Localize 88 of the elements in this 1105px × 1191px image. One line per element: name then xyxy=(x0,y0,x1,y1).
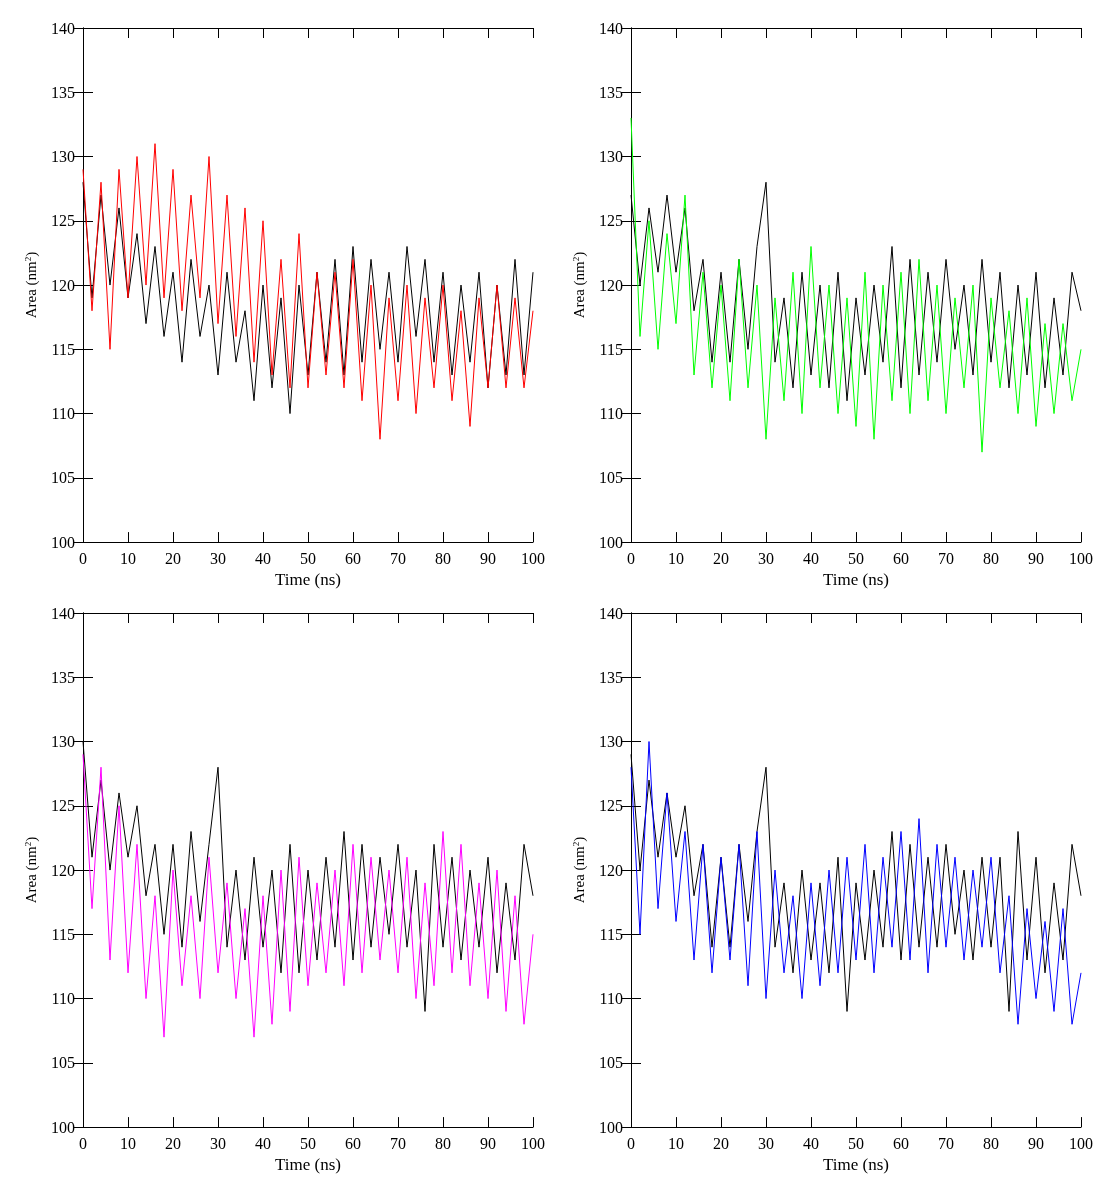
x-tick-label: 80 xyxy=(983,549,999,567)
y-tick-label: 130 xyxy=(599,733,623,751)
x-axis-title: Time (ns) xyxy=(275,570,341,589)
x-tick-label: 50 xyxy=(848,549,864,567)
y-tick-label: 105 xyxy=(51,469,75,487)
x-tick-label: 10 xyxy=(668,1134,684,1152)
x-tick-label: 40 xyxy=(803,1134,819,1152)
x-tick-label: 60 xyxy=(893,1134,909,1152)
y-tick-label: 125 xyxy=(599,212,623,230)
y-tick-label: 135 xyxy=(599,668,623,686)
y-tick-label: 105 xyxy=(599,469,623,487)
y-axis-title: Area (nm2) xyxy=(570,251,588,319)
y-axis-title: Area (nm2) xyxy=(22,251,40,319)
y-tick-label: 110 xyxy=(599,990,623,1008)
x-tick-label: 90 xyxy=(1028,1134,1044,1152)
x-axis-title: Time (ns) xyxy=(275,1155,341,1174)
y-tick-label: 110 xyxy=(599,405,623,423)
x-tick-label: 100 xyxy=(1069,549,1093,567)
x-tick-label: 50 xyxy=(300,1134,316,1152)
y-tick-label: 115 xyxy=(51,925,75,943)
y-tick-label: 140 xyxy=(599,604,623,622)
y-tick-label: 120 xyxy=(599,276,623,294)
x-tick-label: 100 xyxy=(521,549,545,567)
x-tick-label: 70 xyxy=(938,1134,954,1152)
x-tick-label: 90 xyxy=(1028,549,1044,567)
x-tick-label: 40 xyxy=(255,549,271,567)
x-tick-label: 50 xyxy=(848,1134,864,1152)
x-tick-label: 60 xyxy=(345,549,361,567)
y-tick-label: 115 xyxy=(599,925,623,943)
x-tick-label: 0 xyxy=(627,1134,635,1152)
y-tick-label: 130 xyxy=(51,148,75,166)
x-tick-label: 60 xyxy=(893,549,909,567)
y-tick-label: 120 xyxy=(599,861,623,879)
y-tick-label: 110 xyxy=(51,405,75,423)
x-tick-label: 10 xyxy=(120,1134,136,1152)
y-tick-label: 135 xyxy=(51,668,75,686)
x-tick-label: 10 xyxy=(120,549,136,567)
x-tick-label: 20 xyxy=(713,549,729,567)
y-tick-label: 130 xyxy=(599,148,623,166)
x-tick-label: 70 xyxy=(390,549,406,567)
x-tick-label: 100 xyxy=(521,1134,545,1152)
x-axis-title: Time (ns) xyxy=(823,570,889,589)
x-tick-label: 90 xyxy=(480,1134,496,1152)
x-tick-label: 60 xyxy=(345,1134,361,1152)
y-tick-label: 115 xyxy=(599,340,623,358)
x-tick-label: 0 xyxy=(627,549,635,567)
x-tick-label: 100 xyxy=(1069,1134,1093,1152)
x-tick-label: 30 xyxy=(210,1134,226,1152)
y-tick-label: 140 xyxy=(51,604,75,622)
y-tick-label: 135 xyxy=(51,83,75,101)
y-tick-label: 100 xyxy=(51,533,75,551)
x-tick-label: 50 xyxy=(300,549,316,567)
y-tick-label: 110 xyxy=(51,990,75,1008)
x-tick-label: 70 xyxy=(390,1134,406,1152)
y-tick-label: 125 xyxy=(51,212,75,230)
x-tick-label: 40 xyxy=(803,549,819,567)
x-tick-label: 20 xyxy=(165,1134,181,1152)
x-tick-label: 70 xyxy=(938,549,954,567)
y-tick-label: 125 xyxy=(599,797,623,815)
y-axis-title: Area (nm2) xyxy=(22,836,40,904)
y-tick-label: 100 xyxy=(599,533,623,551)
x-tick-label: 30 xyxy=(758,549,774,567)
x-tick-label: 20 xyxy=(713,1134,729,1152)
x-tick-label: 40 xyxy=(255,1134,271,1152)
y-tick-label: 135 xyxy=(599,83,623,101)
y-tick-label: 100 xyxy=(51,1118,75,1136)
y-tick-label: 100 xyxy=(599,1118,623,1136)
y-tick-label: 105 xyxy=(599,1054,623,1072)
y-tick-label: 120 xyxy=(51,276,75,294)
x-tick-label: 80 xyxy=(435,1134,451,1152)
x-tick-label: 0 xyxy=(79,549,87,567)
x-tick-label: 0 xyxy=(79,1134,87,1152)
y-tick-label: 140 xyxy=(51,19,75,37)
x-axis-title: Time (ns) xyxy=(823,1155,889,1174)
x-tick-label: 90 xyxy=(480,549,496,567)
y-tick-label: 120 xyxy=(51,861,75,879)
y-tick-label: 125 xyxy=(51,797,75,815)
y-tick-label: 115 xyxy=(51,340,75,358)
x-tick-label: 30 xyxy=(758,1134,774,1152)
x-tick-label: 80 xyxy=(983,1134,999,1152)
y-axis-title: Area (nm2) xyxy=(570,836,588,904)
x-tick-label: 10 xyxy=(668,549,684,567)
y-tick-label: 105 xyxy=(51,1054,75,1072)
y-tick-label: 130 xyxy=(51,733,75,751)
x-tick-label: 30 xyxy=(210,549,226,567)
x-tick-label: 20 xyxy=(165,549,181,567)
x-tick-label: 80 xyxy=(435,549,451,567)
y-tick-label: 140 xyxy=(599,19,623,37)
